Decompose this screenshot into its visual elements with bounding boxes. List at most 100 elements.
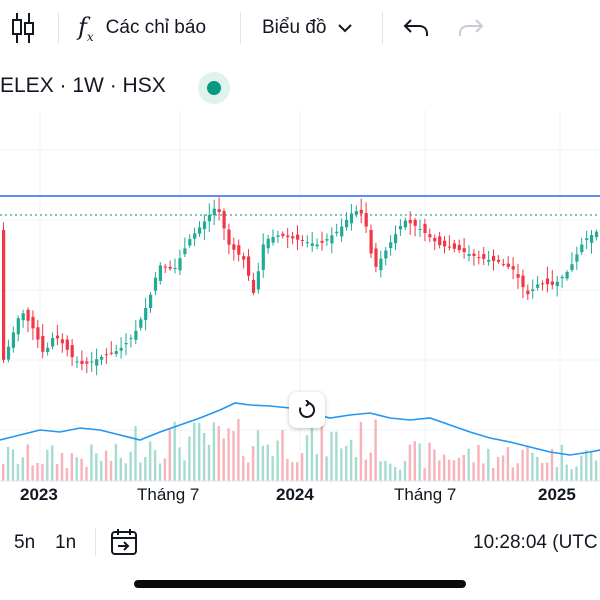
candle-body xyxy=(168,266,172,269)
range-5y-button[interactable]: 5n xyxy=(14,532,36,553)
volume-bar xyxy=(354,457,358,481)
indicators-button[interactable]: fx Các chỉ báo xyxy=(78,0,206,56)
volume-bar xyxy=(242,455,245,481)
candle-body xyxy=(536,284,540,288)
candle-body xyxy=(114,351,118,354)
undo-button[interactable] xyxy=(403,0,429,56)
candle-body xyxy=(374,248,378,267)
candle-body xyxy=(109,352,113,354)
redo-icon xyxy=(459,19,484,36)
candlestick-chart-icon[interactable] xyxy=(10,0,40,56)
reset-icon xyxy=(299,400,316,418)
volume-bar xyxy=(21,457,24,481)
volume-bar xyxy=(403,461,407,481)
symbol-title[interactable]: ELEX · 1W · HSX xyxy=(0,74,166,97)
candle-body xyxy=(335,231,339,234)
volume-bar xyxy=(325,456,328,481)
volume-bar xyxy=(261,445,265,481)
volume-bar xyxy=(237,418,240,481)
volume-bar xyxy=(501,455,505,481)
price-chart[interactable]: 2023 Tháng 7 2024 Tháng 7 2025 xyxy=(0,60,600,520)
candle-body xyxy=(95,359,99,366)
candle-body xyxy=(560,276,564,279)
candle-body xyxy=(570,264,574,271)
candle-body xyxy=(447,246,452,248)
candle-body xyxy=(585,238,589,241)
candle-body xyxy=(423,223,427,234)
candle-body xyxy=(296,234,300,240)
function-icon: fx xyxy=(78,12,94,44)
volume-bar xyxy=(212,422,216,481)
volume-bar xyxy=(16,464,20,481)
volume-bar xyxy=(452,460,456,481)
volume-bar xyxy=(590,450,593,481)
volume-bar xyxy=(85,466,88,481)
candle-body xyxy=(55,335,60,339)
candle-body xyxy=(443,240,447,247)
volume-bar xyxy=(55,464,59,481)
candle-body xyxy=(232,244,236,250)
volume-bar xyxy=(305,435,309,481)
time-axis-label: Tháng 7 xyxy=(137,485,199,504)
chart-type-button[interactable]: Biểu đồ xyxy=(262,0,353,56)
candle-body xyxy=(149,294,153,309)
candle-body xyxy=(266,238,270,249)
range-1y-button[interactable]: 1n xyxy=(55,532,77,553)
volume-bar xyxy=(457,457,461,481)
candle-body xyxy=(398,226,403,230)
market-status-indicator[interactable] xyxy=(198,72,230,104)
volume-bar xyxy=(506,447,510,481)
candle-body xyxy=(80,360,84,364)
current-time[interactable]: 10:28:04 (UTC xyxy=(473,532,598,553)
candle-body xyxy=(545,278,550,285)
volume-bar xyxy=(511,467,514,481)
chevron-down-icon xyxy=(338,24,353,33)
volume-bar xyxy=(51,445,54,481)
redo-button[interactable] xyxy=(458,0,484,56)
volume-bar xyxy=(163,458,167,481)
candle-body xyxy=(183,248,187,255)
volume-bar xyxy=(496,456,500,481)
time-axis-label: 2025 xyxy=(538,485,576,504)
volume-bar xyxy=(526,447,529,481)
volume-bar xyxy=(477,444,480,481)
volume-bar xyxy=(462,454,465,481)
candle-body xyxy=(51,338,55,347)
volume-bar xyxy=(90,444,93,481)
candle-body xyxy=(496,259,501,262)
candle-body xyxy=(188,239,192,246)
candle-body xyxy=(31,316,35,329)
candle-body xyxy=(247,256,251,276)
volume-bar xyxy=(443,454,446,481)
candle-body xyxy=(320,240,324,243)
volume-bar xyxy=(359,421,363,481)
candle-body xyxy=(462,248,466,253)
candlesticks xyxy=(2,197,600,376)
volume-bar xyxy=(296,462,299,481)
candle-body xyxy=(389,242,393,249)
candle-body xyxy=(256,271,260,290)
volume-bar xyxy=(340,448,343,481)
volume-bar xyxy=(168,429,171,481)
candle-body xyxy=(217,209,221,212)
volume-bars xyxy=(2,418,600,481)
volume-bar xyxy=(428,442,431,481)
candle-body xyxy=(202,221,207,230)
reset-chart-button[interactable] xyxy=(289,392,325,428)
volume-bar xyxy=(217,426,220,481)
volume-bar xyxy=(65,468,69,481)
candle-body xyxy=(198,227,202,234)
volume-bar xyxy=(374,419,377,481)
symbol-header: ELEX · 1W · HSX xyxy=(0,66,166,106)
volume-bar xyxy=(349,439,353,481)
go-to-date-icon[interactable] xyxy=(110,528,138,556)
volume-bar xyxy=(41,464,44,481)
candle-body xyxy=(487,259,491,262)
candle-body xyxy=(271,237,275,243)
candle-body xyxy=(516,274,520,278)
candle-body xyxy=(521,275,525,288)
volume-bar xyxy=(95,453,98,481)
candle-body xyxy=(472,253,476,256)
time-axis-label: 2023 xyxy=(20,485,58,504)
candle-body xyxy=(134,330,138,340)
